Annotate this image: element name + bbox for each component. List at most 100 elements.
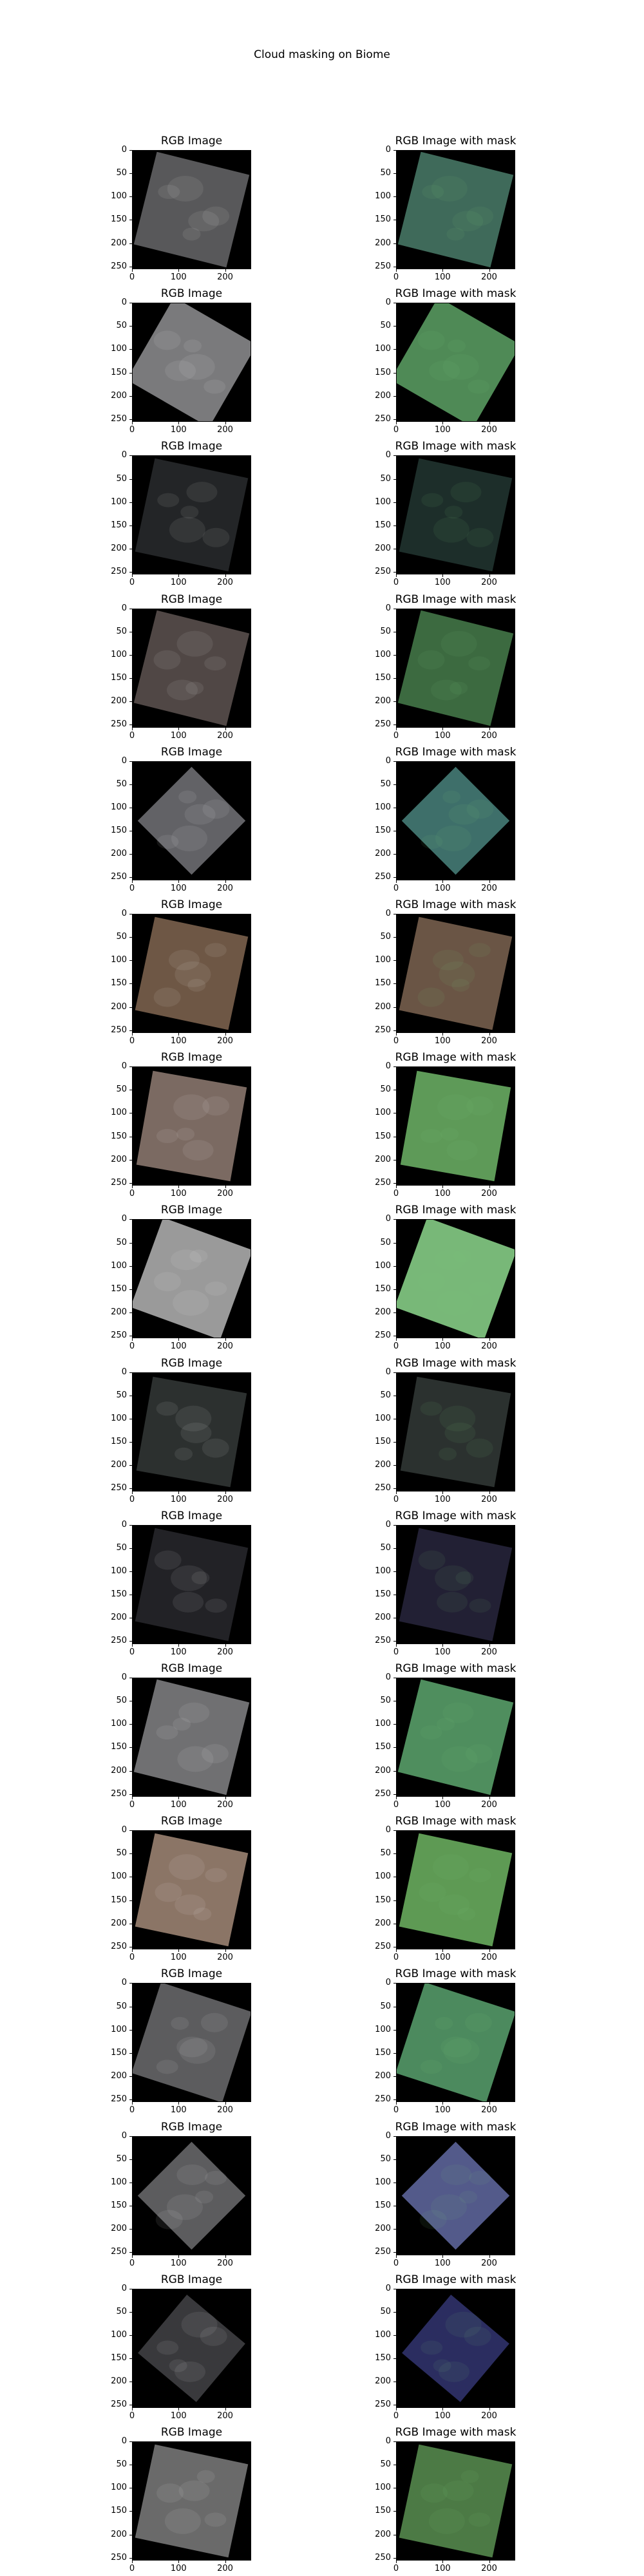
x-tick-label: 200 bbox=[217, 730, 233, 741]
x-tick-mark bbox=[442, 2102, 444, 2105]
y-tick-mark bbox=[129, 701, 132, 703]
texture-patch bbox=[459, 2190, 478, 2204]
x-tick-label: 100 bbox=[170, 1341, 187, 1352]
x-tick-mark bbox=[489, 269, 490, 272]
y-tick-label: 50 bbox=[116, 473, 127, 484]
x-tick-label: 200 bbox=[217, 2564, 233, 2573]
x-tick-mark bbox=[442, 1643, 444, 1647]
subplot-title: RGB Image with mask bbox=[395, 1204, 516, 1217]
x-tick-label: 0 bbox=[393, 730, 399, 741]
x-tick-label: 0 bbox=[393, 1341, 399, 1352]
y-tick-label: 150 bbox=[111, 1436, 127, 1446]
y-tick-label: 0 bbox=[385, 1214, 391, 1224]
x-tick-mark bbox=[442, 1797, 444, 1799]
y-tick-mark bbox=[129, 150, 132, 151]
scene-footprint bbox=[396, 1983, 515, 2103]
texture-patch bbox=[468, 656, 491, 670]
y-tick-label: 50 bbox=[116, 626, 127, 636]
y-tick-label: 200 bbox=[111, 696, 127, 706]
subplot-mask-6: RGB Image with mask 0 50 100 150 200 250 0 100 20… bbox=[375, 898, 516, 1046]
axes-frame bbox=[132, 455, 251, 575]
texture-patch bbox=[184, 339, 202, 353]
x-tick-mark bbox=[489, 1643, 490, 1647]
y-tick-mark bbox=[393, 196, 396, 198]
x-tick-label: 200 bbox=[481, 2105, 497, 2116]
texture-patch bbox=[469, 2170, 491, 2185]
subplot-mask-1: RGB Image with mask 0 50 100 150 200 250 0 100 20… bbox=[375, 135, 516, 282]
y-tick-label: 200 bbox=[111, 1001, 127, 1012]
y-tick-mark bbox=[393, 455, 396, 457]
y-tick-mark bbox=[129, 372, 132, 374]
texture-patch bbox=[468, 2512, 491, 2527]
x-tick-label: 0 bbox=[129, 2564, 135, 2573]
axes-frame bbox=[132, 1983, 251, 2103]
subplot-title: RGB Image bbox=[160, 2426, 223, 2439]
axes-frame bbox=[132, 1066, 251, 1186]
y-tick-mark bbox=[393, 1066, 396, 1068]
scene-footprint bbox=[135, 1528, 249, 1642]
y-tick-label: 0 bbox=[121, 755, 127, 766]
texture-patch bbox=[440, 1128, 459, 1141]
x-tick-mark bbox=[225, 2561, 226, 2563]
x-tick-mark bbox=[178, 574, 180, 578]
x-tick-label: 100 bbox=[170, 883, 187, 893]
x-tick-label: 100 bbox=[434, 2258, 451, 2268]
scene-footprint bbox=[133, 610, 250, 726]
y-tick-label: 50 bbox=[116, 1237, 127, 1247]
satellite-image bbox=[132, 455, 251, 575]
satellite-image bbox=[132, 2288, 251, 2408]
x-tick-label: 100 bbox=[434, 2410, 451, 2421]
texture-patch bbox=[448, 804, 480, 825]
subplot-rgb-9: RGB Image 0 50 100 150 200 250 0 100 200 bbox=[111, 1357, 251, 1504]
x-tick-mark bbox=[132, 2255, 133, 2258]
axes-frame bbox=[132, 761, 251, 880]
y-tick-label: 0 bbox=[121, 909, 127, 918]
x-tick-mark bbox=[132, 2102, 133, 2105]
texture-patch bbox=[189, 1249, 208, 1263]
y-tick-label: 50 bbox=[116, 1542, 127, 1553]
y-tick-label: 200 bbox=[375, 2376, 391, 2387]
y-tick-label: 0 bbox=[121, 1061, 127, 1072]
axes-frame bbox=[132, 1219, 251, 1339]
scene-footprint bbox=[399, 916, 513, 1030]
x-tick-label: 200 bbox=[481, 425, 497, 435]
texture-patch bbox=[202, 799, 230, 819]
y-tick-mark bbox=[129, 395, 132, 397]
texture-patch bbox=[168, 949, 200, 971]
subplot-title: RGB Image bbox=[160, 1967, 223, 1981]
x-tick-label: 0 bbox=[393, 2105, 399, 2116]
subplot-rgb-15: RGB Image 0 50 100 150 200 250 0 100 200 bbox=[111, 2273, 251, 2421]
masked-satellite-image bbox=[396, 1219, 515, 1339]
y-tick-mark bbox=[393, 1372, 396, 1373]
texture-patch bbox=[178, 790, 197, 804]
x-tick-label: 0 bbox=[393, 425, 399, 435]
texture-patch bbox=[165, 360, 196, 381]
y-tick-mark bbox=[129, 2335, 132, 2336]
y-tick-label: 50 bbox=[116, 321, 127, 331]
x-tick-mark bbox=[132, 422, 133, 425]
x-tick-mark bbox=[225, 422, 226, 425]
y-tick-mark bbox=[129, 1312, 132, 1313]
x-tick-label: 100 bbox=[434, 2105, 451, 2116]
texture-patch bbox=[169, 2359, 187, 2372]
y-tick-mark bbox=[129, 1830, 132, 1832]
x-tick-mark bbox=[396, 1643, 397, 1647]
y-tick-label: 200 bbox=[375, 2529, 391, 2539]
y-tick-mark bbox=[129, 1641, 132, 1642]
texture-patch bbox=[205, 2170, 227, 2185]
y-tick-mark bbox=[129, 877, 132, 878]
y-tick-label: 150 bbox=[111, 2047, 127, 2058]
y-tick-label: 200 bbox=[111, 2224, 127, 2234]
y-tick-mark bbox=[129, 1488, 132, 1490]
x-tick-mark bbox=[132, 727, 133, 730]
y-tick-label: 150 bbox=[111, 826, 127, 836]
scene-footprint bbox=[135, 1833, 249, 1947]
texture-patch bbox=[175, 1405, 212, 1432]
subplot-title: RGB Image bbox=[160, 1356, 223, 1370]
texture-patch bbox=[420, 1725, 442, 1740]
y-tick-label: 250 bbox=[111, 2247, 127, 2257]
x-tick-mark bbox=[132, 1797, 133, 1799]
texture-patch bbox=[446, 1140, 478, 1161]
satellite-image bbox=[132, 761, 251, 880]
texture-patch bbox=[450, 681, 468, 695]
